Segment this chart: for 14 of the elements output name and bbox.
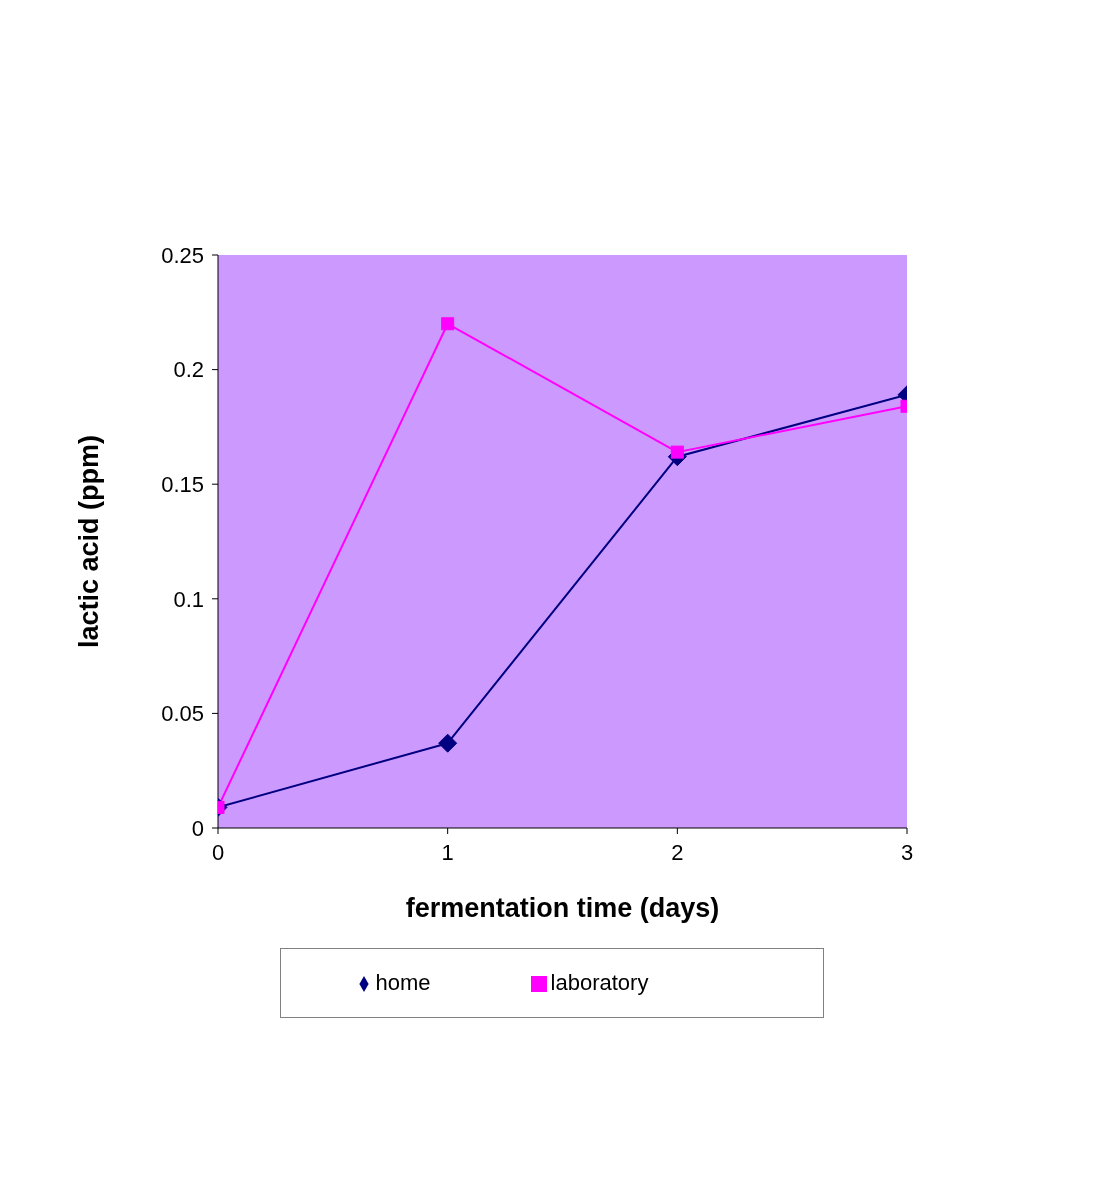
x-tick-label: 0 (211, 839, 225, 865)
y-tick-label: 0 (191, 815, 204, 841)
x-axis-title: fermentation time (days) (405, 893, 720, 924)
legend-label: laboratory (550, 970, 649, 995)
x-tick-label: 2 (671, 839, 684, 865)
y-tick-label: 0.1 (173, 586, 204, 612)
y-tick-label: 0.25 (161, 242, 204, 268)
legend-label: home (375, 970, 431, 995)
x-tick-label: 1 (441, 839, 454, 865)
y-tick-label: 0.05 (161, 701, 204, 727)
y-tick-label: 0.2 (173, 357, 204, 383)
x-tick-label: 3 (900, 839, 914, 865)
y-tick-label: 0.15 (161, 472, 204, 498)
y-axis-title: lactic acid (ppm) (73, 434, 104, 649)
